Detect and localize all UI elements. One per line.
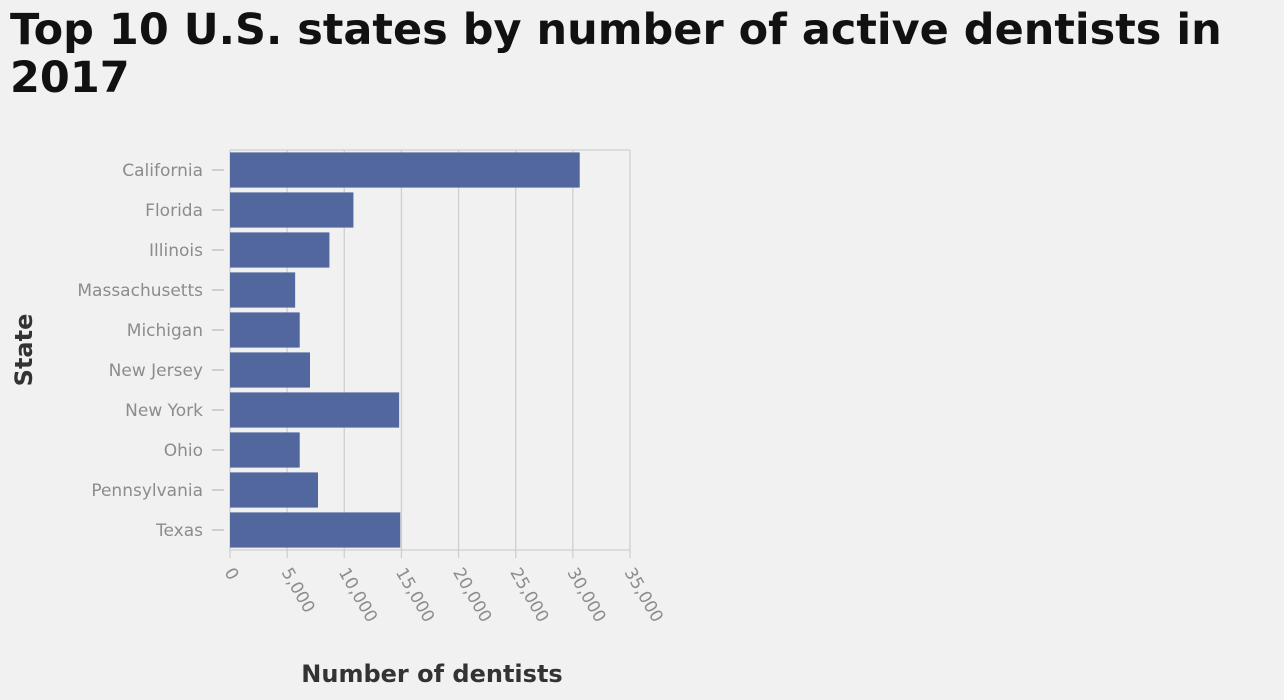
x-axis-ticks: 0 5,000 10,000 15,000 20,000 25,000 30,000 35,0… [220,565,667,627]
bar [230,352,310,388]
bars [230,152,580,548]
bar [230,472,318,508]
bar [230,392,400,428]
bar [230,432,300,468]
x-tick-label: 35,000 [620,565,667,627]
x-tick-label: 5,000 [277,565,319,617]
y-tick-label: Ohio [164,441,203,461]
y-tick-label: Florida [145,201,203,221]
y-axis-title: State [10,314,38,387]
x-tick-label: 20,000 [448,565,495,627]
bar [230,272,296,308]
chart-title: Top 10 U.S. states by number of active d… [10,5,1222,103]
x-tick-label: 0 [220,565,243,584]
gridlines [229,149,631,558]
y-tick-label: Illinois [149,241,203,261]
bar [230,192,354,228]
bar [230,312,300,348]
bar [230,152,580,188]
y-tick-label: Massachusetts [77,281,203,301]
x-tick-label: 10,000 [334,565,381,627]
bar [230,232,330,268]
y-tick-label: Texas [155,521,203,541]
x-tick-label: 25,000 [505,565,552,627]
y-tick-label: New York [125,401,203,421]
x-axis-title: Number of dentists [301,660,562,688]
y-tick-label: Pennsylvania [91,481,203,501]
bar [230,512,401,548]
y-tick-label: New Jersey [109,361,203,381]
y-axis-ticks: California Florida Illinois Massachusetts Mi… [77,161,224,541]
y-tick-label: California [122,161,203,181]
y-tick-label: Michigan [127,321,203,341]
x-tick-label: 30,000 [563,565,610,627]
x-tick-label: 15,000 [391,565,438,627]
